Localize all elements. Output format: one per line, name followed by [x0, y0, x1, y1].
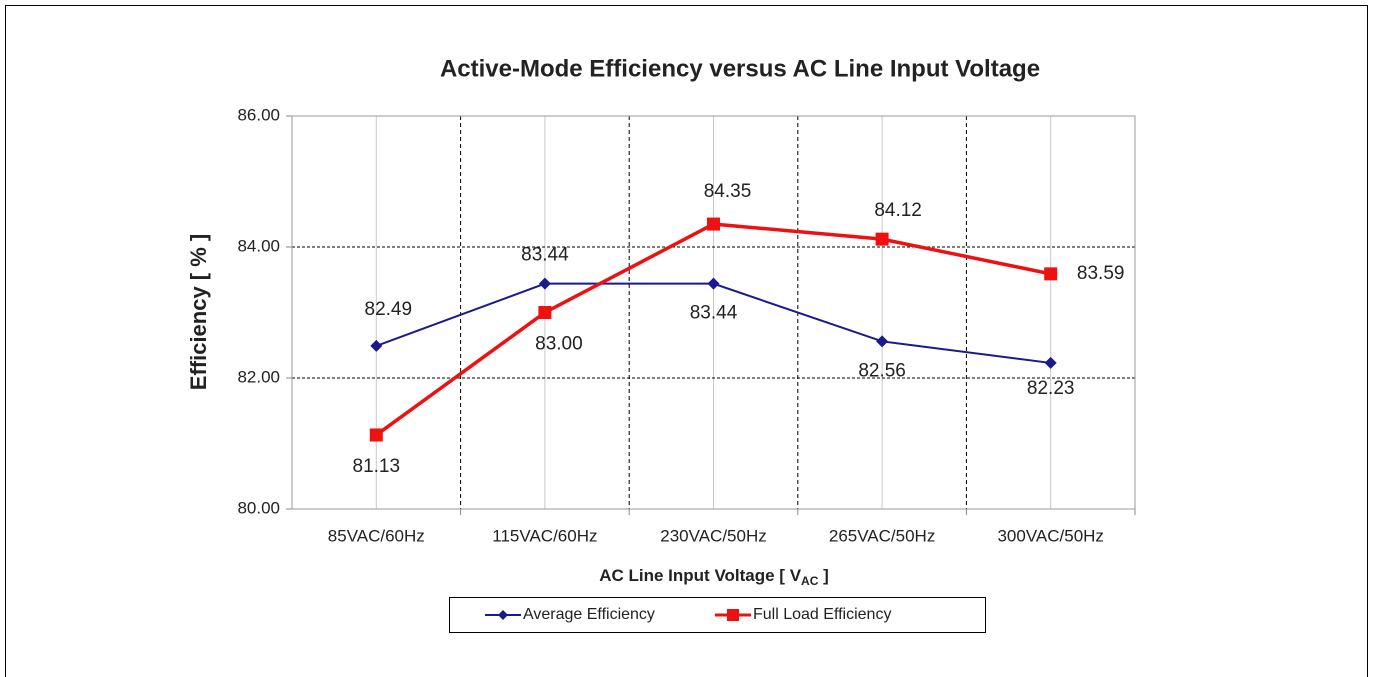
x-tick-label: 300VAC/50Hz: [997, 526, 1103, 545]
marker: [727, 609, 739, 621]
legend-label: Average Efficiency: [523, 606, 655, 623]
y-axis-label: Efficiency [ % ]: [186, 234, 211, 390]
x-axis-label-part: AC Line Input Voltage [ V: [599, 566, 801, 585]
plot-area: [291, 115, 1136, 510]
x-axis-label: AC Line Input Voltage [ VAC ]: [599, 566, 829, 588]
y-tick-label: 80.00: [237, 498, 280, 517]
marker: [538, 277, 551, 290]
x-axis-label-part: ]: [818, 566, 828, 585]
marker: [707, 217, 720, 231]
legend-label: Full Load Efficiency: [753, 606, 891, 623]
marker: [498, 610, 508, 620]
marker: [876, 335, 889, 348]
x-axis-label-sub: AC: [801, 574, 819, 588]
data-label: 81.13: [353, 456, 401, 477]
data-label: 83.59: [1077, 263, 1125, 284]
marker: [1044, 356, 1057, 369]
x-tick-label: 265VAC/50Hz: [829, 526, 935, 545]
chart-title: Active-Mode Efficiency versus AC Line In…: [440, 55, 1040, 82]
x-tick-label: 230VAC/50Hz: [660, 526, 766, 545]
marker: [707, 277, 720, 290]
marker: [1044, 267, 1058, 281]
data-label: 84.12: [874, 200, 922, 221]
marker: [369, 428, 383, 442]
data-label: 82.49: [365, 299, 413, 320]
data-label: 83.44: [690, 303, 738, 324]
y-tick-label: 84.00: [237, 236, 280, 255]
frame: [5, 5, 1368, 677]
y-tick-label: 82.00: [237, 367, 280, 386]
data-label: 82.56: [858, 360, 906, 381]
data-label: 84.35: [704, 181, 752, 202]
x-tick-label: 115VAC/60Hz: [492, 526, 597, 545]
x-tick-label: 85VAC/60Hz: [328, 526, 425, 545]
y-tick-label: 86.00: [237, 105, 280, 124]
data-label: 83.44: [521, 245, 569, 266]
data-label: 83.00: [535, 334, 583, 355]
marker: [538, 306, 552, 319]
marker: [370, 339, 383, 352]
data-label: 82.23: [1027, 378, 1075, 399]
marker: [875, 232, 889, 246]
